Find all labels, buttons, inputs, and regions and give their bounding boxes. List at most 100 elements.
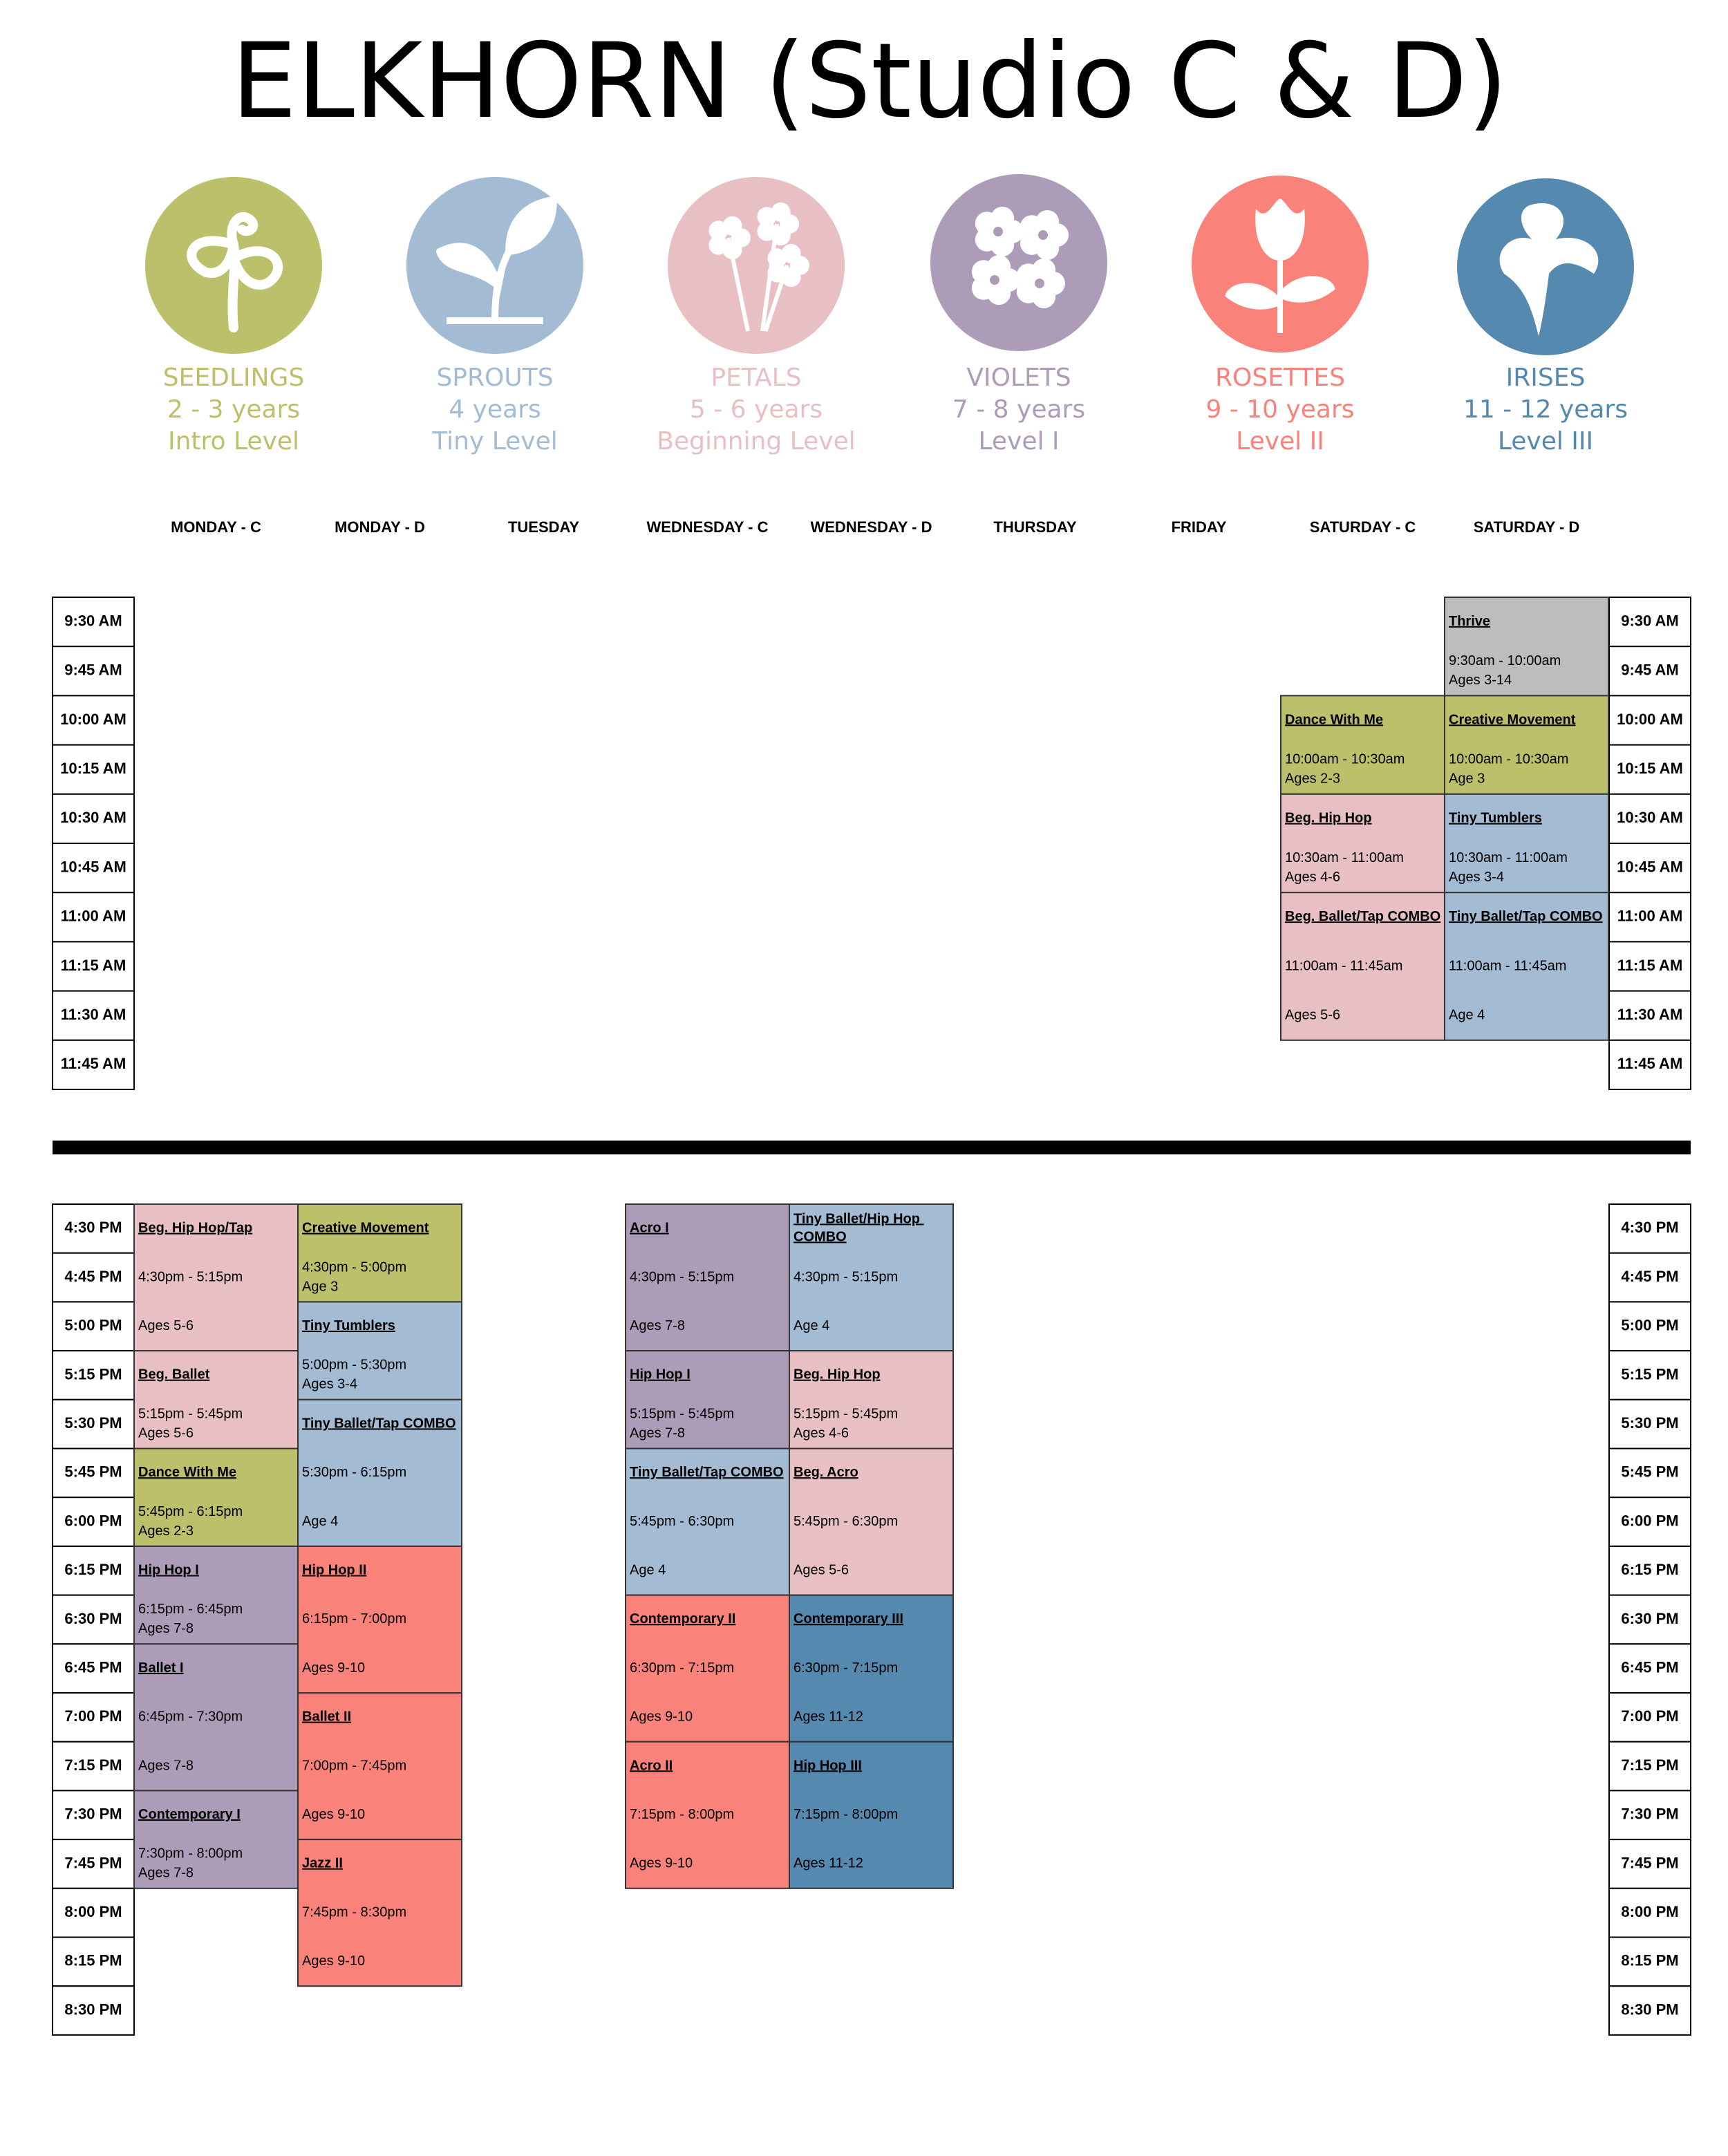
time-label: 11:30 AM: [61, 1006, 126, 1023]
time-label: 11:30 AM: [1617, 1006, 1683, 1023]
class-name: Tiny Tumblers: [1449, 811, 1542, 826]
time-label: 10:00 AM: [1617, 711, 1683, 728]
level-label: Level III: [1498, 427, 1593, 456]
time-label: 6:30 PM: [1621, 1610, 1678, 1627]
level-icon: [187, 212, 283, 332]
time-label: 10:15 AM: [1617, 760, 1683, 777]
time-cell: [52, 1936, 135, 1987]
time-label: 7:45 PM: [64, 1854, 122, 1871]
class-ages: Ages 9-10: [302, 1660, 365, 1676]
level-label: Intro Level: [168, 427, 299, 456]
class-ages: Age 3: [302, 1279, 338, 1294]
time-label: 5:30 PM: [64, 1414, 122, 1432]
level-label: Beginning Level: [657, 427, 855, 456]
time-label: 5:30 PM: [1621, 1414, 1678, 1432]
class-name: Creative Movement: [302, 1221, 429, 1236]
class-time: 11:00am - 11:45am: [1449, 958, 1566, 973]
level-name: SEEDLINGS: [163, 364, 304, 392]
icon-petal: [781, 243, 801, 263]
class-time: 4:30pm - 5:00pm: [302, 1259, 406, 1275]
level-name: VIOLETS: [966, 364, 1071, 392]
time-label: 10:15 AM: [60, 760, 126, 777]
time-cell: [52, 1692, 135, 1743]
class-ages: Ages 3-14: [1449, 673, 1512, 688]
class-block: [625, 1350, 790, 1450]
class-block: [1444, 695, 1609, 795]
class-block: [297, 1203, 462, 1303]
class-name: Beg. Hip Hop: [1285, 811, 1372, 826]
class-time: 10:00am - 10:30am: [1285, 751, 1405, 767]
class-name: Beg. Ballet/Tap COMBO: [1285, 909, 1440, 924]
class-name: Beg. Hip Hop: [793, 1367, 881, 1382]
level-badge: [668, 177, 845, 354]
time-cell: [52, 892, 135, 943]
class-time: 4:30pm - 5:15pm: [793, 1269, 898, 1284]
class-block: [625, 1741, 790, 1889]
class-block: [1444, 597, 1609, 697]
class-block: [297, 1839, 462, 1987]
time-label: 10:45 AM: [60, 858, 126, 875]
class-name: Contemporary III: [793, 1611, 903, 1627]
class-ages: Ages 4-6: [1285, 870, 1340, 885]
class-ages: Ages 5-6: [793, 1563, 849, 1578]
time-cell: [52, 1741, 135, 1792]
class-name: Beg. Hip Hop/Tap: [138, 1221, 252, 1236]
icon-petal: [971, 276, 995, 300]
time-cell: [1608, 1790, 1691, 1841]
class-time: 5:00pm - 5:30pm: [302, 1358, 406, 1373]
time-label: 11:45 AM: [61, 1055, 126, 1072]
class-name: Tiny Ballet/Tap COMBO: [1449, 909, 1603, 924]
class-block: [133, 1447, 299, 1547]
time-cell: [52, 1839, 135, 1889]
icon-petal: [771, 202, 791, 222]
class-block: [133, 1790, 299, 1889]
class-block: [133, 1350, 299, 1450]
icon-center: [1035, 279, 1044, 288]
class-name: Jazz II: [302, 1856, 343, 1871]
class-time: 9:30am - 10:00am: [1449, 653, 1561, 668]
time-cell: [52, 793, 135, 845]
class-time: 5:15pm - 5:45pm: [793, 1406, 898, 1421]
class-ages: Ages 7-8: [138, 1621, 194, 1636]
class-time: 10:30am - 11:00am: [1285, 850, 1404, 865]
class-ages: Ages 9-10: [302, 1953, 365, 1969]
class-name: Tiny Ballet/Hip Hop COMBO: [793, 1212, 924, 1245]
level-ages: 4 years: [449, 395, 541, 424]
time-label: 4:30 PM: [64, 1219, 122, 1236]
time-label: 6:15 PM: [1621, 1561, 1678, 1578]
time-label: 6:45 PM: [1621, 1658, 1678, 1676]
level-ages: 11 - 12 years: [1463, 395, 1628, 424]
class-time: 7:15pm - 8:00pm: [793, 1807, 898, 1822]
class-time: 4:30pm - 5:15pm: [630, 1269, 734, 1284]
class-block: [789, 1203, 954, 1352]
day-header: TUESDAY: [508, 518, 579, 536]
time-label: 7:30 PM: [1621, 1806, 1678, 1823]
time-label: 6:00 PM: [64, 1512, 122, 1529]
time-cell: [1608, 1692, 1691, 1743]
time-label: 6:30 PM: [64, 1610, 122, 1627]
class-name: Acro I: [630, 1221, 669, 1236]
class-ages: Age 4: [630, 1563, 666, 1578]
time-cell: [52, 990, 135, 1041]
class-name: Creative Movement: [1449, 712, 1576, 727]
icon-petal: [1032, 258, 1056, 282]
icon-petal: [1035, 209, 1060, 234]
class-ages: Ages 5-6: [1285, 1007, 1340, 1022]
time-cell: [1608, 1350, 1691, 1400]
time-label: 10:30 AM: [60, 809, 126, 826]
class-ages: Ages 9-10: [630, 1856, 693, 1871]
class-name: Tiny Ballet/Tap COMBO: [302, 1416, 456, 1431]
icon-petal: [757, 221, 777, 241]
time-label: 11:45 AM: [1617, 1055, 1683, 1072]
class-name: Hip Hop I: [138, 1563, 199, 1578]
class-name: Hip Hop I: [630, 1367, 691, 1382]
class-block: [789, 1594, 954, 1743]
time-cell: [52, 1594, 135, 1645]
class-time: 10:00am - 10:30am: [1449, 751, 1568, 767]
class-ages: Ages 5-6: [138, 1425, 194, 1441]
icon-stem: [763, 265, 789, 332]
class-ages: Ages 3-4: [302, 1377, 357, 1392]
class-time: 5:15pm - 5:45pm: [630, 1406, 734, 1421]
time-label: 6:00 PM: [1621, 1512, 1678, 1529]
icon-petal: [1020, 231, 1044, 255]
